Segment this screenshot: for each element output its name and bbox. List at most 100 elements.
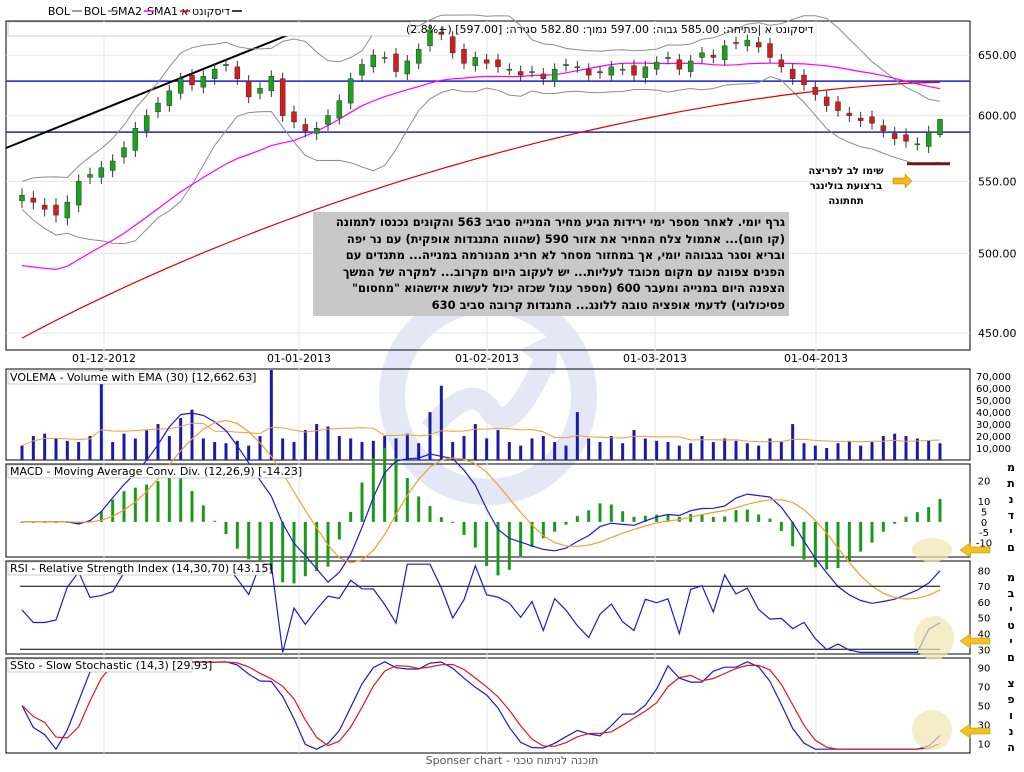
annotation-text: גרף יומי. לאחר מספר ימי ירידות הגיע מחיר…: [335, 215, 785, 312]
arrow-icon: [959, 542, 991, 558]
volume-bar: [439, 385, 443, 460]
candle-body: [415, 49, 422, 64]
volume-bar: [258, 436, 262, 460]
candle-body: [291, 111, 297, 123]
candle-body: [393, 53, 399, 72]
volume-bar: [473, 424, 477, 460]
candle-body: [676, 59, 683, 70]
sma1-line: [21, 81, 941, 339]
side-note-char: צ: [1007, 677, 1015, 690]
macd-histogram-bar: [315, 521, 319, 572]
macd-histogram-bar: [383, 447, 387, 522]
candle-body: [325, 115, 331, 125]
volume-bar: [541, 436, 545, 460]
candle-body: [687, 60, 694, 72]
macd-histogram-bar: [927, 507, 931, 522]
candle-body: [19, 194, 25, 202]
volume-bar: [779, 442, 783, 460]
volume-bar: [303, 430, 307, 460]
candle-body: [778, 59, 785, 68]
macd-histogram-bar: [541, 521, 545, 539]
macd-histogram-bar: [938, 498, 942, 522]
volume-bar: [564, 445, 568, 460]
candle-body: [914, 143, 921, 146]
macd-histogram-bar: [530, 521, 534, 547]
macd-histogram-bar: [904, 516, 908, 522]
candle-body: [857, 117, 864, 121]
macd-histogram-bar: [190, 490, 194, 522]
date-tick-label: 01-04-2013: [784, 352, 848, 365]
macd-histogram-bar: [213, 520, 217, 522]
highlight-circle: [914, 616, 954, 660]
candle-body: [619, 68, 626, 71]
arrow-icon: [959, 633, 991, 649]
macd-histogram-bar: [893, 521, 897, 524]
volume-bar: [507, 442, 511, 460]
candle-body: [359, 64, 365, 76]
candle-body: [245, 80, 252, 98]
macd-histogram-bar: [360, 482, 364, 522]
volume-bar: [394, 438, 398, 460]
volume-tick-label: 60,000: [976, 384, 1011, 395]
volume-bar: [734, 440, 738, 460]
volume-bar: [31, 436, 35, 460]
legend-item: SMA1: [147, 5, 178, 18]
side-note-char: י: [1009, 525, 1013, 538]
volume-bar: [598, 442, 602, 460]
volume-bar: [802, 443, 806, 460]
ssto-tick-label: 70: [978, 683, 991, 694]
macd-histogram-bar: [859, 521, 863, 552]
candle-body: [529, 71, 535, 73]
bollinger-note: שימו לב לפריצה ברצועת בולינגר תחתונה: [800, 164, 892, 209]
candle-body: [347, 78, 354, 104]
macd-histogram-bar: [428, 506, 432, 522]
candle-body: [75, 181, 82, 206]
candle-body: [404, 60, 411, 75]
trend-line: [5, 22, 319, 149]
macd-histogram-bar: [881, 521, 885, 532]
candle-body: [925, 131, 932, 147]
ssto-tick-label: 30: [978, 721, 991, 732]
macd-histogram-bar: [179, 478, 183, 522]
macd-histogram-bar: [99, 511, 103, 522]
volume-bar: [723, 438, 727, 460]
candle-body: [189, 74, 195, 85]
macd-histogram-bar: [111, 499, 115, 522]
volume-bar: [292, 442, 296, 460]
side-note-char: נ: [1008, 493, 1014, 506]
macd-tick-label: -10: [976, 539, 992, 550]
volume-ema-line: [21, 422, 941, 447]
macd-histogram-bar: [915, 512, 919, 522]
rsi-tick-label: 60: [978, 598, 991, 609]
volume-bar: [156, 424, 160, 460]
candle-body: [551, 68, 558, 82]
side-note-char: ד: [1007, 509, 1015, 522]
candle-body: [87, 174, 93, 178]
volume-bar: [870, 442, 874, 460]
date-tick-label: 01-03-2013: [623, 352, 687, 365]
volume-bar: [111, 442, 115, 460]
macd-histogram-bar: [473, 521, 477, 548]
candle-body: [789, 68, 796, 79]
macd-histogram-bar: [587, 510, 591, 522]
macd-histogram-bar: [609, 504, 613, 522]
volume-bar: [689, 443, 693, 460]
volume-bar: [360, 442, 364, 460]
macd-histogram-bar: [870, 521, 874, 543]
volume-bar: [54, 438, 58, 460]
volume-bar: [428, 412, 432, 460]
legend-item: BOL: [48, 5, 71, 18]
macd-histogram-bar: [553, 521, 557, 532]
volume-bar: [904, 436, 908, 460]
volume-bar: [825, 448, 829, 460]
candle-body: [506, 68, 513, 71]
volume-bar: [43, 433, 47, 460]
candle-body: [812, 86, 819, 95]
candle-body: [517, 71, 524, 76]
macd-tick-label: 5: [981, 508, 987, 519]
candle-body: [336, 100, 343, 119]
side-note-char: ב: [1007, 587, 1015, 600]
candle-body: [631, 65, 637, 76]
